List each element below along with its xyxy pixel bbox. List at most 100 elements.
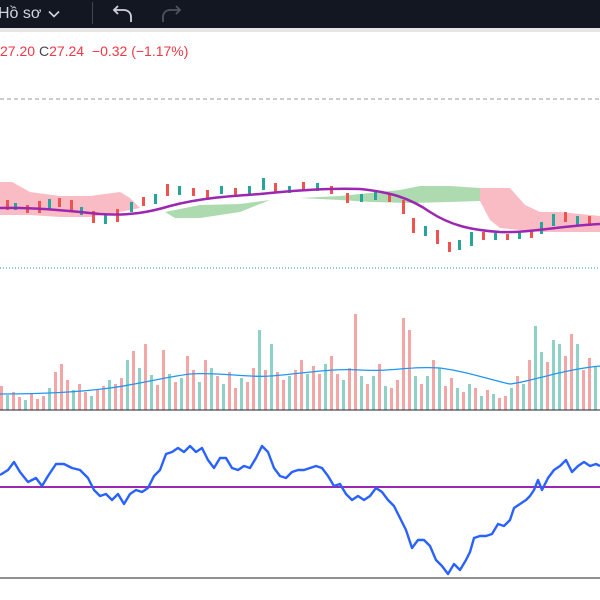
volume-bar	[234, 388, 237, 410]
volume-bar	[60, 364, 63, 410]
volume-bar	[0, 386, 3, 410]
candle	[130, 202, 133, 212]
candle	[388, 193, 391, 202]
volume-bar	[414, 376, 417, 410]
volume-bar	[342, 380, 345, 410]
candle	[206, 190, 209, 200]
candle	[58, 198, 61, 207]
volume-bar	[156, 385, 159, 410]
volume-bar	[522, 384, 525, 410]
candle	[92, 211, 95, 223]
volume-bar	[132, 351, 135, 410]
volume-bar	[528, 360, 531, 410]
volume-bar	[498, 398, 501, 410]
volume-bar	[54, 372, 57, 410]
volume-bar	[312, 366, 315, 410]
volume-bar	[258, 330, 261, 410]
volume-bar	[372, 376, 375, 410]
volume-bar	[66, 380, 69, 410]
candle	[70, 200, 73, 212]
candle	[402, 200, 405, 214]
candle	[346, 193, 349, 203]
volume-bar	[486, 390, 489, 410]
volume-bar	[144, 344, 147, 410]
candle	[482, 232, 485, 240]
volume-bar	[546, 362, 549, 410]
volume-bar	[240, 378, 243, 410]
candle	[436, 230, 439, 244]
volume-bar	[270, 344, 273, 410]
rsi-line	[0, 444, 600, 576]
volume-bar	[36, 399, 39, 410]
volume-bar	[90, 396, 93, 410]
volume-bar	[360, 376, 363, 410]
undo-icon[interactable]	[112, 2, 134, 24]
volume-bar	[276, 372, 279, 410]
close-value: 27.24	[49, 43, 85, 59]
volume-bar	[228, 372, 231, 410]
volume-bar	[150, 375, 153, 410]
volume-bar	[48, 388, 51, 410]
candle	[178, 186, 181, 195]
volume-bar	[192, 370, 195, 410]
volume-bar	[534, 326, 537, 410]
chevron-down-icon	[48, 10, 60, 18]
volume-bar	[216, 376, 219, 410]
candle	[166, 184, 169, 196]
candle	[302, 182, 305, 191]
volume-bar	[366, 384, 369, 410]
volume-bar	[120, 378, 123, 410]
volume-bar	[186, 356, 189, 410]
volume-bar	[438, 368, 441, 410]
volume-bar	[30, 394, 33, 410]
change-value: −0.32 (−1.17%)	[91, 43, 189, 59]
volume-bar	[204, 360, 207, 410]
candle	[564, 212, 567, 222]
candle	[6, 200, 9, 210]
candle	[142, 197, 145, 206]
open-value: 27.20	[0, 43, 36, 59]
volume-bar	[180, 378, 183, 410]
volume-bar	[96, 389, 99, 410]
candle	[316, 183, 319, 191]
volume-bar	[300, 360, 303, 410]
candle	[374, 190, 377, 200]
volume-bars	[0, 314, 597, 410]
candle	[48, 199, 51, 209]
volume-bar	[582, 370, 585, 410]
volume-bar	[222, 384, 225, 410]
candle	[38, 201, 41, 213]
volume-bar	[162, 350, 165, 410]
volume-bar	[138, 368, 141, 410]
candle	[540, 222, 543, 234]
profile-menu[interactable]: Hồ sơ	[0, 0, 61, 28]
candle	[530, 230, 533, 238]
volume-bar	[114, 384, 117, 410]
volume-bar	[444, 386, 447, 410]
volume-bar	[390, 388, 393, 410]
volume-bar	[6, 395, 9, 410]
redo-icon[interactable]	[160, 2, 182, 24]
volume-bar	[492, 394, 495, 410]
volume-bar	[282, 380, 285, 410]
volume-bar	[378, 364, 381, 410]
volume-bar	[570, 334, 573, 410]
candle	[576, 216, 579, 226]
volume-bar	[576, 344, 579, 410]
volume-bar	[18, 397, 21, 410]
candle	[412, 218, 415, 233]
candle	[458, 240, 461, 250]
candle	[506, 234, 509, 240]
top-toolbar: Hồ sơ	[0, 0, 600, 28]
volume-bar	[432, 360, 435, 410]
candle	[448, 242, 451, 252]
candle	[274, 183, 277, 192]
candle	[104, 214, 107, 224]
candle	[552, 214, 555, 226]
volume-bar	[540, 352, 543, 410]
toolbar-divider	[92, 2, 93, 24]
volume-bar	[12, 392, 15, 410]
candle	[494, 233, 497, 240]
cloud-bear-2	[480, 188, 600, 232]
